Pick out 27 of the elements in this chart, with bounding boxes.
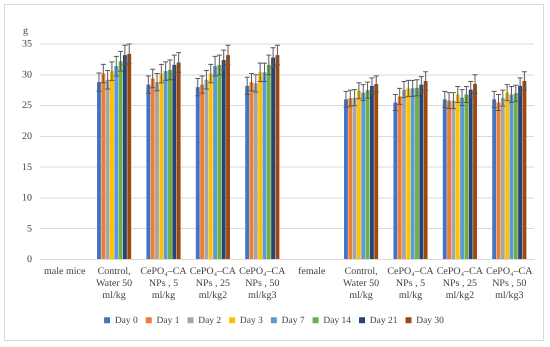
legend-label: Day 21 xyxy=(370,316,398,326)
y-tick-label: 5 xyxy=(27,223,32,234)
y-tick-label: 20 xyxy=(22,130,32,142)
x-tick-label: CePO₄–CA NPs , 50 ml/kg3 xyxy=(239,266,286,302)
y-tick-label: 0 xyxy=(27,254,32,266)
x-tick-label: CePO₄–CA NPs , 5 ml/kg xyxy=(387,266,434,302)
x-tick-label: male mice xyxy=(44,266,86,278)
legend-label: Day 0 xyxy=(114,316,138,326)
y-tick-label: 15 xyxy=(22,162,32,173)
x-tick-label: CePO₄–CA NPs , 25 ml/kg2 xyxy=(436,266,484,302)
legend-label: Day 3 xyxy=(240,316,264,326)
y-tick-label: 10 xyxy=(22,192,32,204)
legend-label: Day 2 xyxy=(198,316,222,326)
x-tick-label: female xyxy=(298,266,326,278)
x-tick-label: Control, Water 50 ml/kg xyxy=(343,266,380,302)
x-tick-label: Control, Water 50 ml/kg xyxy=(96,266,132,302)
legend-label: Day 7 xyxy=(282,316,305,326)
x-tick-label: CePO₄–CA NPs , 50 ml/kg3 xyxy=(486,266,534,302)
legend-label: Day 14 xyxy=(323,316,352,326)
legend-label: Day 1 xyxy=(156,316,180,326)
x-tick-label: CePO₄–CA NPs , 25 ml/kg2 xyxy=(190,266,237,302)
y-tick-label: 25 xyxy=(22,100,32,112)
y-tick-label: 30 xyxy=(22,69,32,80)
y-axis-title: g xyxy=(23,26,28,37)
legend-label: Day 30 xyxy=(416,316,444,326)
y-tick-label: 35 xyxy=(22,38,32,50)
x-tick-label: CePO₄–CA NPs , 5 ml/kg xyxy=(140,266,188,302)
